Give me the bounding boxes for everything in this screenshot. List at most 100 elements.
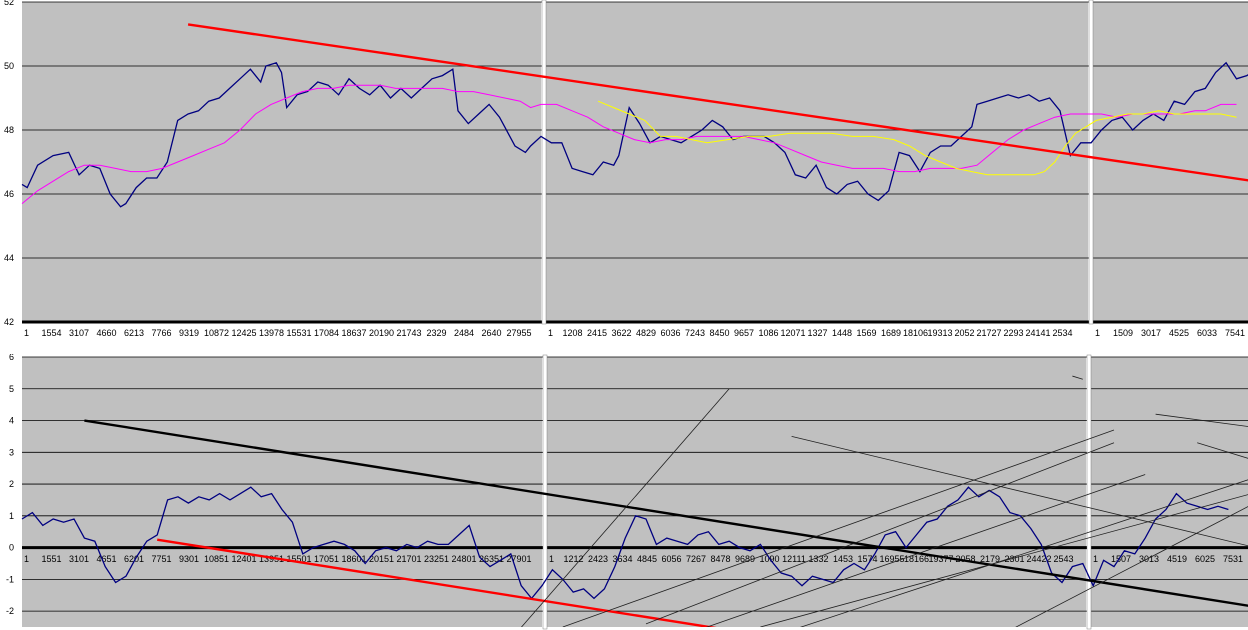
y-tick-label: 6 bbox=[9, 352, 14, 362]
panel-separator bbox=[542, 354, 548, 630]
y-tick-label: 3 bbox=[9, 447, 14, 457]
x-tick-label: 6213 bbox=[124, 328, 144, 338]
x-tick-label: 6056 bbox=[661, 554, 681, 564]
moving-average-2-line bbox=[597, 100, 1237, 176]
x-tick-label: 26351 bbox=[479, 554, 504, 564]
x-tick-label: 4829 bbox=[636, 328, 656, 338]
x-tick-label: 9301 bbox=[179, 554, 199, 564]
x-tick-label: 8478 bbox=[710, 554, 730, 564]
x-tick-label: 21743 bbox=[396, 328, 421, 338]
trendline-aux bbox=[521, 388, 730, 627]
x-tick-label: 7267 bbox=[686, 554, 706, 564]
panel-separator bbox=[1086, 354, 1092, 630]
y-tick-label: -1 bbox=[6, 574, 14, 584]
x-tick-label: 2423 bbox=[588, 554, 608, 564]
trendline-aux bbox=[562, 429, 1115, 627]
x-tick-label: 12111 bbox=[782, 554, 806, 564]
x-tick-label: 1332 bbox=[808, 554, 828, 564]
x-tick-label: 1569 bbox=[856, 328, 876, 338]
x-tick-label: 2640 bbox=[481, 328, 501, 338]
x-tick-label: 18601 bbox=[341, 554, 366, 564]
x-tick-label: 4845 bbox=[637, 554, 657, 564]
y-tick-label: 50 bbox=[4, 61, 14, 71]
x-tick-label: 6025 bbox=[1195, 554, 1215, 564]
x-tick-label: 10872 bbox=[204, 328, 229, 338]
top-chart: 42 44 46 48 50 52 1 1554 3107 4660 6213 7766 9319 108… bbox=[4, 0, 1248, 338]
x-tick-label: 18106 bbox=[903, 328, 928, 338]
x-tick-label: 4660 bbox=[96, 328, 116, 338]
x-tick-label: 3013 bbox=[1139, 554, 1159, 564]
x-tick-label: 1327 bbox=[807, 328, 827, 338]
y-tick-label: 4 bbox=[9, 416, 14, 426]
x-tick-label: 13978 bbox=[259, 328, 284, 338]
x-tick-label: 6201 bbox=[124, 554, 144, 564]
x-tick-label: 2052 bbox=[954, 328, 974, 338]
x-tick-label: 7751 bbox=[151, 554, 171, 564]
y-tick-label: 5 bbox=[9, 384, 14, 394]
plot-panel-1 bbox=[22, 2, 541, 322]
trendline-aux bbox=[791, 436, 1248, 547]
x-tick-label: 12425 bbox=[231, 328, 256, 338]
x-tick-label: 17084 bbox=[314, 328, 339, 338]
x-tick-label: 2534 bbox=[1052, 328, 1072, 338]
x-tick-label: 1 bbox=[1095, 328, 1100, 338]
x-tick-label: 1 bbox=[548, 328, 553, 338]
x-tick-label: 1453 bbox=[833, 554, 853, 564]
y-tick-label: -2 bbox=[6, 606, 14, 616]
x-tick-label: 1551 bbox=[41, 554, 61, 564]
panel-separator bbox=[1088, 0, 1094, 325]
x-tick-label: 2293 bbox=[1003, 328, 1023, 338]
x-tick-label: 9689 bbox=[735, 554, 755, 564]
x-tick-label: 24141 bbox=[1025, 328, 1050, 338]
x-tick-label: 1 bbox=[1093, 554, 1098, 564]
x-tick-label: 15531 bbox=[286, 328, 311, 338]
x-tick-label: 13951 bbox=[259, 554, 284, 564]
plot-panel-1 bbox=[22, 357, 542, 627]
y-tick-label: 0 bbox=[9, 543, 14, 553]
x-tick-label: 3017 bbox=[1141, 328, 1161, 338]
x-tick-label: 1086 bbox=[758, 328, 778, 338]
x-tick-label: 18637 bbox=[341, 328, 366, 338]
y-tick-label: 46 bbox=[4, 189, 14, 199]
panel-separator bbox=[541, 0, 547, 325]
x-tick-label: 1554 bbox=[41, 328, 61, 338]
x-tick-label: 2415 bbox=[587, 328, 607, 338]
x-tick-label: 17051 bbox=[314, 554, 339, 564]
x-tick-label: 3107 bbox=[69, 328, 89, 338]
trendline-aux bbox=[645, 442, 1115, 625]
x-tick-label: 1 bbox=[24, 554, 29, 564]
plot-panel-2 bbox=[547, 357, 1086, 627]
trendline-aux bbox=[1015, 506, 1248, 627]
plot-panel-3 bbox=[1091, 357, 1248, 627]
trendline-aux bbox=[1072, 375, 1083, 380]
plot-panel-2 bbox=[546, 2, 1088, 322]
x-tick-label: 7243 bbox=[685, 328, 705, 338]
x-tick-label: 15501 bbox=[286, 554, 311, 564]
moving-average-1-line bbox=[21, 84, 1237, 204]
x-tick-label: 27901 bbox=[506, 554, 531, 564]
trendline-aux bbox=[1155, 413, 1248, 427]
x-tick-label: 2543 bbox=[1053, 554, 1073, 564]
x-tick-label: 7766 bbox=[151, 328, 171, 338]
x-tick-label: 3634 bbox=[612, 554, 632, 564]
x-tick-label: 3622 bbox=[611, 328, 631, 338]
x-tick-label: 19377 bbox=[928, 554, 953, 564]
x-tick-label: 12401 bbox=[231, 554, 256, 564]
x-tick-label: 1509 bbox=[1113, 328, 1133, 338]
x-tick-label: 19313 bbox=[927, 328, 952, 338]
x-tick-label: 9319 bbox=[179, 328, 199, 338]
x-tick-label: 12071 bbox=[780, 328, 805, 338]
trendline-resistance bbox=[187, 23, 1248, 182]
x-tick-label: 7531 bbox=[1223, 554, 1243, 564]
x-tick-label: 2058 bbox=[955, 554, 975, 564]
x-tick-label: 1574 bbox=[857, 554, 877, 564]
x-tick-label: 1689 bbox=[881, 328, 901, 338]
trendline-aux bbox=[705, 474, 1146, 627]
x-tick-label: 1448 bbox=[832, 328, 852, 338]
x-tick-label: 6036 bbox=[660, 328, 680, 338]
y-tick-label: 44 bbox=[4, 253, 14, 263]
x-tick-label: 23251 bbox=[424, 554, 449, 564]
x-tick-label: 24422 bbox=[1026, 554, 1051, 564]
y-tick-label: 2 bbox=[9, 479, 14, 489]
